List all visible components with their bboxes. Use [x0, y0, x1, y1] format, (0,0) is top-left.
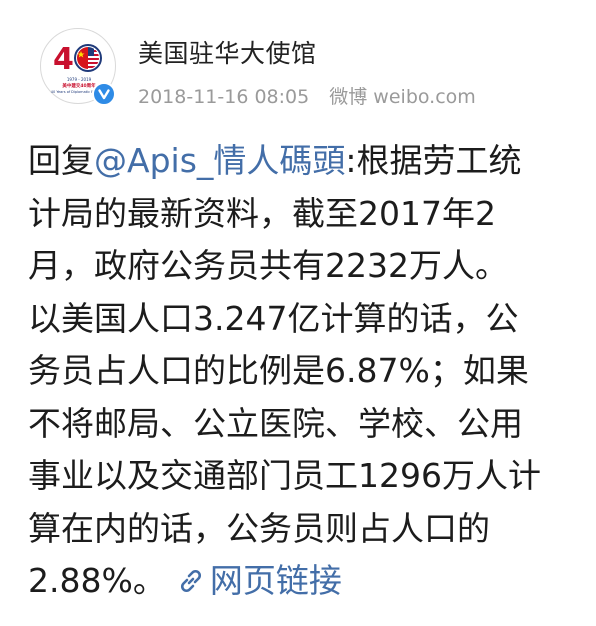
post-meta: 2018-11-16 08:05 微博 weibo.com	[138, 82, 490, 109]
avatar[interactable]: 4 1979 - 2019 美中建交40周年 40 Years of Diplo…	[40, 28, 116, 104]
post-text: 2.88%。	[28, 561, 166, 600]
logo-numeral: 4	[53, 42, 74, 77]
timestamp[interactable]: 2018-11-16 08:05	[138, 86, 310, 108]
post-body: 回复@Apis_情人碼頭:根据劳工统 计局的最新资料，截至2017年2 月，政府…	[28, 135, 596, 608]
post-line: 事业以及交通部门员工1296万人计	[28, 456, 541, 495]
link-chain-icon	[180, 569, 201, 593]
svg-text:40 Years of Diplomatic Relatio: 40 Years of Diplomatic Relations	[51, 90, 108, 94]
post-line: 不将邮局、公立医院、学校、公用	[28, 403, 523, 443]
svg-text:美中建交40周年: 美中建交40周年	[62, 82, 96, 89]
web-link[interactable]: 网页链接	[176, 561, 342, 600]
post-line: 计局的最新资料，截至2017年2	[28, 193, 496, 233]
embassy-40th-logo-icon: 4 1979 - 2019 美中建交40周年 40 Years of Diplo…	[51, 42, 108, 94]
post-line: 2.88%。 网页链接	[28, 555, 596, 608]
post-line: 算在内的话，公务员则占人口的	[28, 508, 490, 548]
user-mention-link[interactable]: @Apis_情人碼頭	[94, 141, 346, 180]
account-name[interactable]: 美国驻华大使馆	[138, 39, 317, 68]
web-link-label: 网页链接	[209, 561, 342, 600]
post-line: 以美国人口3.247亿计算的话，公	[28, 298, 519, 338]
svg-text:1979 - 2019: 1979 - 2019	[67, 77, 92, 82]
post-line: 回复@Apis_情人碼頭:根据劳工统	[28, 135, 596, 188]
reply-prefix: 回复	[28, 141, 94, 180]
post-header: 4 1979 - 2019 美中建交40周年 40 Years of Diplo…	[0, 0, 596, 130]
post-line: 月，政府公务员共有2232万人。	[28, 246, 508, 285]
verified-v-icon	[92, 82, 116, 106]
source-label: 微博 weibo.com	[329, 86, 476, 108]
post-text: :根据劳工统	[345, 141, 522, 180]
post-line: 务员占人口的比例是6.87%；如果	[28, 351, 529, 390]
